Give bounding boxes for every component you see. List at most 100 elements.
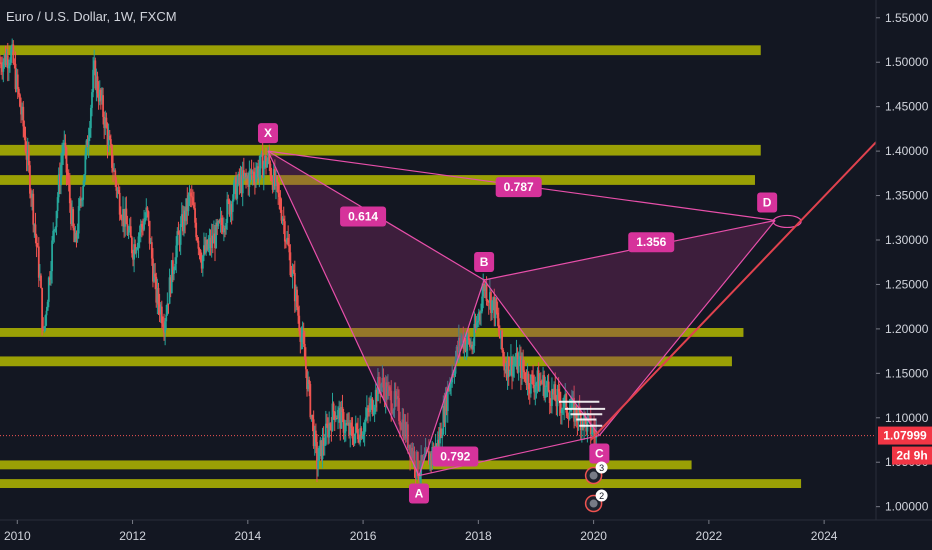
candle-body xyxy=(391,411,394,414)
candle-body xyxy=(29,165,31,194)
pattern-point-b[interactable]: B xyxy=(474,252,495,272)
candle-body xyxy=(490,292,492,314)
pattern-point-label: B xyxy=(480,255,489,269)
candle-body xyxy=(345,423,348,425)
pattern-point-a[interactable]: A xyxy=(408,483,429,504)
fib-ratio-label[interactable]: 0.614 xyxy=(340,206,387,227)
pattern-point-c[interactable]: C xyxy=(589,443,610,464)
candle-body xyxy=(96,76,99,94)
pattern-leg-xa[interactable] xyxy=(267,150,420,476)
candle-body xyxy=(568,411,571,420)
harmonic-pattern[interactable]: X A B C D 0.614 0.787 1.356 0.792 xyxy=(257,123,802,504)
symbol-title[interactable]: Euro / U.S. Dollar, 1W, FXCM xyxy=(6,9,177,24)
candle-body xyxy=(389,387,392,391)
candle-body xyxy=(93,60,96,70)
price-axis[interactable]: 1.000001.050001.100001.150001.200001.250… xyxy=(875,0,932,550)
candle-body xyxy=(445,392,448,412)
event-marker[interactable]: 2 xyxy=(584,489,608,513)
candle-body xyxy=(365,408,368,418)
candle-body xyxy=(421,455,424,462)
candle-body xyxy=(362,433,365,436)
time-axis[interactable]: 2010 2012 2014 2016 2018 2020 2022 2024 xyxy=(0,519,932,550)
candle-body xyxy=(80,198,82,201)
candle-body xyxy=(70,203,72,224)
candle-body xyxy=(191,197,194,205)
price-tick-label: 1.30000 xyxy=(885,233,929,247)
time-tick-label: 2020 xyxy=(580,529,607,543)
candle-body xyxy=(45,310,48,316)
candle-body xyxy=(588,414,591,416)
event-marker[interactable]: 3 xyxy=(584,461,608,485)
candle-body xyxy=(533,384,536,393)
pattern-point-d[interactable]: D xyxy=(757,192,778,213)
candle-body xyxy=(336,418,338,420)
candle-body xyxy=(501,330,503,350)
candle-body xyxy=(342,412,345,433)
candle-body xyxy=(482,283,485,297)
candle-body xyxy=(257,166,260,178)
candlestick-series xyxy=(0,38,598,494)
candle-body xyxy=(107,135,110,147)
candle-body xyxy=(265,155,267,168)
trendline[interactable] xyxy=(590,141,877,441)
candle-body xyxy=(299,330,302,342)
candle-body xyxy=(532,375,534,385)
pattern-point-label: X xyxy=(264,126,272,140)
fib-ratio-label[interactable]: 1.356 xyxy=(628,232,675,253)
candle-body xyxy=(393,391,396,410)
candle-body xyxy=(369,403,372,413)
candle-body xyxy=(371,398,374,415)
candle-body xyxy=(324,423,327,445)
candle-body xyxy=(436,439,439,453)
candle-body xyxy=(185,198,188,222)
fib-ratio-badge xyxy=(495,177,542,198)
candle-body xyxy=(200,260,203,269)
pattern-ratio-line-ac[interactable] xyxy=(418,434,600,477)
candle-body xyxy=(236,183,239,199)
price-tick-label: 1.00000 xyxy=(885,500,929,514)
candle-body xyxy=(56,197,59,212)
candle-body xyxy=(372,411,375,415)
title-separator: , xyxy=(106,9,114,24)
candle-body xyxy=(117,190,120,193)
candle-body xyxy=(515,352,518,365)
candle-body xyxy=(114,170,117,181)
candle-body xyxy=(513,364,516,366)
candle-body xyxy=(437,439,440,444)
signal-markers[interactable]: 32 xyxy=(584,461,608,513)
candle-body xyxy=(211,235,214,244)
fib-ratio-label[interactable]: 0.792 xyxy=(432,446,479,467)
candle-body xyxy=(177,231,180,235)
pattern-leg-ab[interactable] xyxy=(418,279,485,476)
candle-body xyxy=(168,277,171,304)
candle-body xyxy=(249,170,252,172)
event-count: 3 xyxy=(599,463,604,473)
price-tick-label: 1.50000 xyxy=(885,55,929,69)
candle-body xyxy=(399,421,401,427)
pattern-point-x[interactable]: X xyxy=(257,123,278,144)
current-price-tag[interactable] xyxy=(878,426,932,445)
candle-body xyxy=(516,352,519,373)
candle-body xyxy=(135,249,138,254)
candle-body xyxy=(565,393,568,413)
fib-ratio-value: 0.614 xyxy=(348,209,378,223)
candle-body xyxy=(543,375,546,398)
fib-ratio-label[interactable]: 0.787 xyxy=(495,177,542,198)
candle-body xyxy=(189,192,192,197)
candle-body xyxy=(524,372,527,381)
candle-body xyxy=(176,231,179,246)
candle-body xyxy=(209,238,212,248)
price-tick-label: 1.40000 xyxy=(885,144,929,158)
candle-body xyxy=(137,236,140,248)
candle-body xyxy=(124,208,127,227)
candle-body xyxy=(328,423,331,438)
time-tick-label: 2024 xyxy=(811,529,838,543)
candle-body xyxy=(44,315,47,327)
zone-band xyxy=(0,479,802,488)
candle-body xyxy=(95,76,98,89)
ascending-trendline[interactable] xyxy=(590,141,877,441)
candle-body xyxy=(402,419,405,439)
price-tick-label: 1.25000 xyxy=(885,277,929,291)
